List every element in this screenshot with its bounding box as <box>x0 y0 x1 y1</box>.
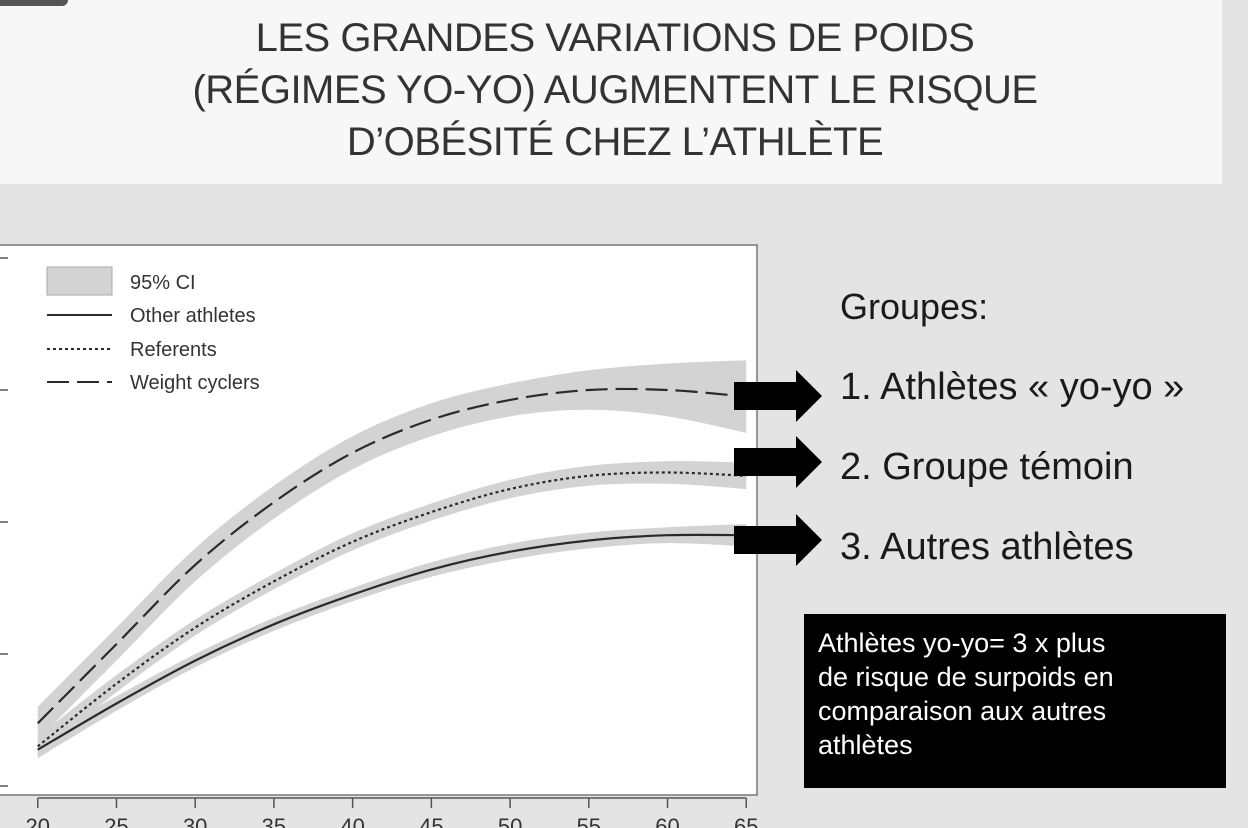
note-line-4: athlètes <box>818 730 913 760</box>
legend-label-referents: Referents <box>130 339 217 361</box>
arrow-right-icon <box>734 436 822 488</box>
legend-label-other: Other athletes <box>130 305 256 327</box>
group-item-temoin: 2. Groupe témoin <box>840 446 1134 488</box>
group-item-autres: 3. Autres athlètes <box>840 526 1134 568</box>
plot-area <box>0 244 758 796</box>
x-tick-label: 55 <box>577 814 601 828</box>
title-line-3: D’OBÉSITÉ CHEZ L’ATHLÈTE <box>346 120 884 164</box>
ci-band-2 <box>37 360 747 740</box>
x-tick-label: 45 <box>419 814 443 828</box>
arrow-right-icon <box>734 514 822 566</box>
legend-ci-swatch <box>46 266 113 296</box>
slide-title: LES GRANDES VARIATIONS DE POIDS (RÉGIMES… <box>60 12 1170 168</box>
x-tick-label: 40 <box>340 814 364 828</box>
x-tick-label: 60 <box>655 814 679 828</box>
title-line-2: (RÉGIMES YO-YO) AUGMENTENT LE RISQUE <box>192 68 1038 112</box>
x-tick-label: 65 <box>734 814 758 828</box>
series-line-1 <box>37 471 747 748</box>
series-line-2 <box>36 387 747 725</box>
note-box: Athlètes yo-yo= 3 x plus de risque de su… <box>804 614 1226 788</box>
legend-label-cyclers: Weight cyclers <box>130 372 260 394</box>
x-tick-label: 25 <box>104 814 128 828</box>
legend-label-ci: 95% CI <box>130 272 196 294</box>
group-item-yoyo: 1. Athlètes « yo-yo » <box>840 366 1185 408</box>
x-tick-label: 30 <box>183 814 207 828</box>
groups-heading: Groupes: <box>840 286 989 327</box>
x-tick-label: 35 <box>262 814 286 828</box>
note-line-2: de risque de surpoids en <box>818 662 1114 692</box>
ci-band-1 <box>37 461 747 757</box>
legend: 95% CI Other athletes Referents Weight c… <box>46 266 260 394</box>
x-tick-label: 50 <box>498 814 522 828</box>
title-line-1: LES GRANDES VARIATIONS DE POIDS <box>255 16 975 60</box>
x-tick-label: 20 <box>26 814 50 828</box>
title-panel: LES GRANDES VARIATIONS DE POIDS (RÉGIMES… <box>0 0 1222 184</box>
arrow-right-icon <box>734 370 822 422</box>
series-line-0 <box>37 533 747 751</box>
window-corner-tab <box>0 0 68 6</box>
note-line-3: comparaison aux autres <box>818 696 1107 726</box>
note-line-1: Athlètes yo-yo= 3 x plus <box>818 628 1106 658</box>
